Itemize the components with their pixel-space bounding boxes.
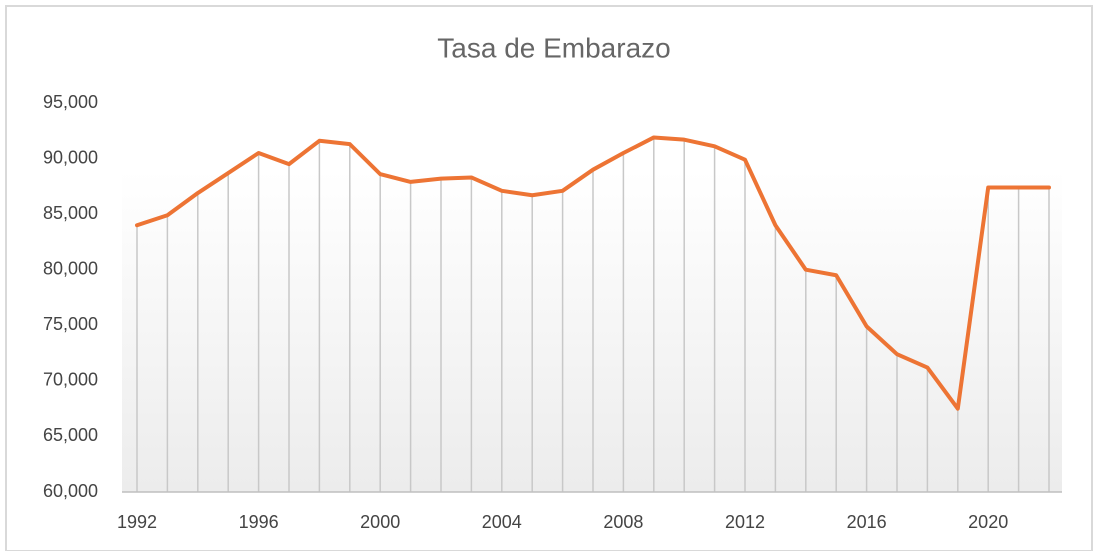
- x-tick-label: 2020: [968, 512, 1008, 532]
- plot-background: [122, 170, 1062, 492]
- y-tick-label: 90,000: [43, 147, 98, 167]
- y-tick-label: 80,000: [43, 258, 98, 278]
- x-tick-label: 2008: [603, 512, 643, 532]
- x-tick-label: 1992: [117, 512, 157, 532]
- x-tick-label: 1996: [239, 512, 279, 532]
- chart-title: Tasa de Embarazo: [437, 32, 670, 63]
- y-tick-label: 75,000: [43, 314, 98, 334]
- y-tick-label: 70,000: [43, 370, 98, 390]
- data-line: [135, 135, 1051, 411]
- x-tick-label: 2004: [482, 512, 522, 532]
- y-tick-label: 95,000: [43, 92, 98, 112]
- x-tick-label: 2012: [725, 512, 765, 532]
- y-tick-label: 60,000: [43, 481, 98, 501]
- y-tick-label: 85,000: [43, 203, 98, 223]
- y-tick-label: 65,000: [43, 425, 98, 445]
- x-tick-label: 2016: [847, 512, 887, 532]
- x-tick-label: 2000: [360, 512, 400, 532]
